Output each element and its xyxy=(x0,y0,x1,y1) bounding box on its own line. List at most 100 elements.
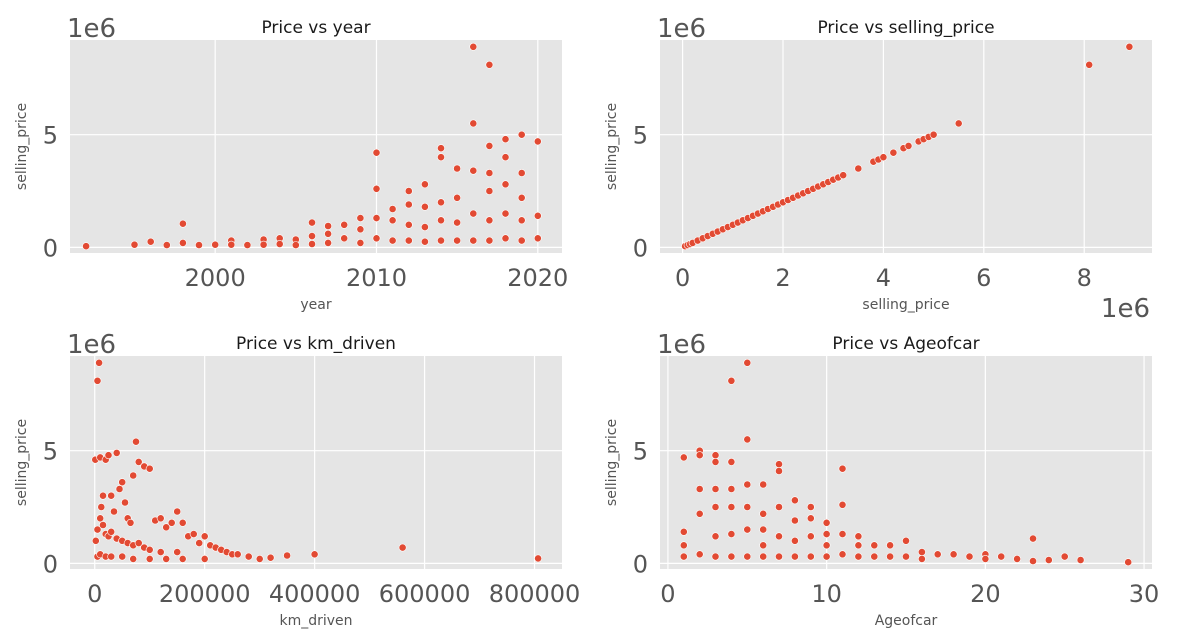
y-tick-label: 5 xyxy=(633,122,648,150)
data-point xyxy=(340,220,349,229)
data-point xyxy=(1013,555,1021,563)
data-point xyxy=(275,240,284,248)
data-point xyxy=(981,555,990,563)
data-point xyxy=(308,240,316,248)
data-point xyxy=(711,532,720,541)
x-axis-label: Ageofcar xyxy=(875,613,938,629)
data-point xyxy=(854,552,863,561)
data-point xyxy=(870,552,879,561)
data-point xyxy=(517,216,526,225)
data-point xyxy=(879,153,888,162)
x-tick-label: 6 xyxy=(976,264,991,292)
data-point xyxy=(469,236,478,245)
data-point xyxy=(308,232,316,240)
data-point xyxy=(156,514,165,523)
data-point xyxy=(145,464,154,473)
data-point xyxy=(711,485,720,493)
data-point xyxy=(806,514,815,523)
data-point xyxy=(1076,556,1085,564)
data-point xyxy=(806,552,815,561)
x-axis-label: km_driven xyxy=(279,613,352,629)
data-point xyxy=(1029,534,1037,543)
y-axis-label: selling_price xyxy=(604,419,620,506)
data-point xyxy=(118,552,127,561)
x-tick-label: 400000 xyxy=(269,580,361,608)
data-point xyxy=(679,453,688,462)
data-point xyxy=(517,236,526,245)
subplot-3: 0 200000 400000 600000 800000 0 5 Price vs km_d… xyxy=(14,330,580,629)
y-offset-label: 1e6 xyxy=(67,330,116,360)
data-point xyxy=(121,498,129,507)
data-point xyxy=(775,503,783,511)
data-point xyxy=(759,525,768,534)
data-point xyxy=(534,554,542,563)
data-point xyxy=(1124,558,1133,567)
data-point xyxy=(134,457,143,466)
data-point xyxy=(517,193,526,202)
data-point xyxy=(695,509,704,518)
data-point xyxy=(501,135,510,144)
data-point xyxy=(854,532,863,541)
data-point xyxy=(420,237,429,246)
data-point xyxy=(485,169,494,177)
x-offset-label: 1e6 xyxy=(1101,294,1150,324)
data-point xyxy=(1125,42,1134,51)
data-point xyxy=(227,240,236,249)
data-point xyxy=(954,119,963,128)
data-point xyxy=(679,541,688,550)
data-point xyxy=(711,503,720,511)
x-tick-label: 2000 xyxy=(185,264,246,292)
plot-area xyxy=(70,40,562,253)
data-point xyxy=(162,555,171,563)
y-axis-label: selling_price xyxy=(14,419,30,506)
y-offset-label: 1e6 xyxy=(67,14,116,44)
chart-title: Price vs km_driven xyxy=(236,334,396,354)
data-point xyxy=(324,238,332,247)
data-point xyxy=(791,516,799,525)
data-point xyxy=(929,130,938,139)
x-tick-label: 0 xyxy=(660,580,675,608)
data-point xyxy=(889,148,898,157)
data-point xyxy=(469,119,478,128)
chart-title: Price vs year xyxy=(261,18,370,38)
data-point xyxy=(469,209,478,218)
data-point xyxy=(806,532,815,541)
data-point xyxy=(886,552,894,561)
data-point xyxy=(99,521,107,529)
data-point xyxy=(404,187,413,195)
data-point xyxy=(145,545,154,554)
data-point xyxy=(469,166,478,175)
data-point xyxy=(997,552,1006,561)
data-point xyxy=(404,200,413,209)
data-point xyxy=(775,552,783,561)
data-point xyxy=(324,229,332,238)
plot-area xyxy=(70,356,562,569)
data-point xyxy=(195,241,203,249)
data-point xyxy=(695,451,704,460)
data-point xyxy=(388,216,397,225)
data-point xyxy=(759,480,768,489)
data-point xyxy=(93,376,102,385)
data-point xyxy=(310,550,319,559)
data-point xyxy=(727,530,736,538)
data-point xyxy=(115,485,124,493)
data-point xyxy=(340,234,349,243)
x-tick-label: 600000 xyxy=(379,580,471,608)
data-point xyxy=(743,480,752,489)
data-point xyxy=(743,552,752,561)
data-point xyxy=(259,240,268,249)
x-tick-label: 0 xyxy=(87,580,102,608)
y-axis-label: selling_price xyxy=(14,103,30,190)
data-point xyxy=(485,236,494,245)
data-point xyxy=(200,555,209,563)
data-point xyxy=(533,234,542,243)
data-point xyxy=(965,552,974,561)
data-point xyxy=(775,460,783,469)
x-tick-label: 2020 xyxy=(507,264,568,292)
data-point xyxy=(372,234,381,243)
x-tick-label: 8 xyxy=(1077,264,1092,292)
data-point xyxy=(727,485,736,493)
data-point xyxy=(104,451,113,460)
data-point xyxy=(195,539,204,547)
